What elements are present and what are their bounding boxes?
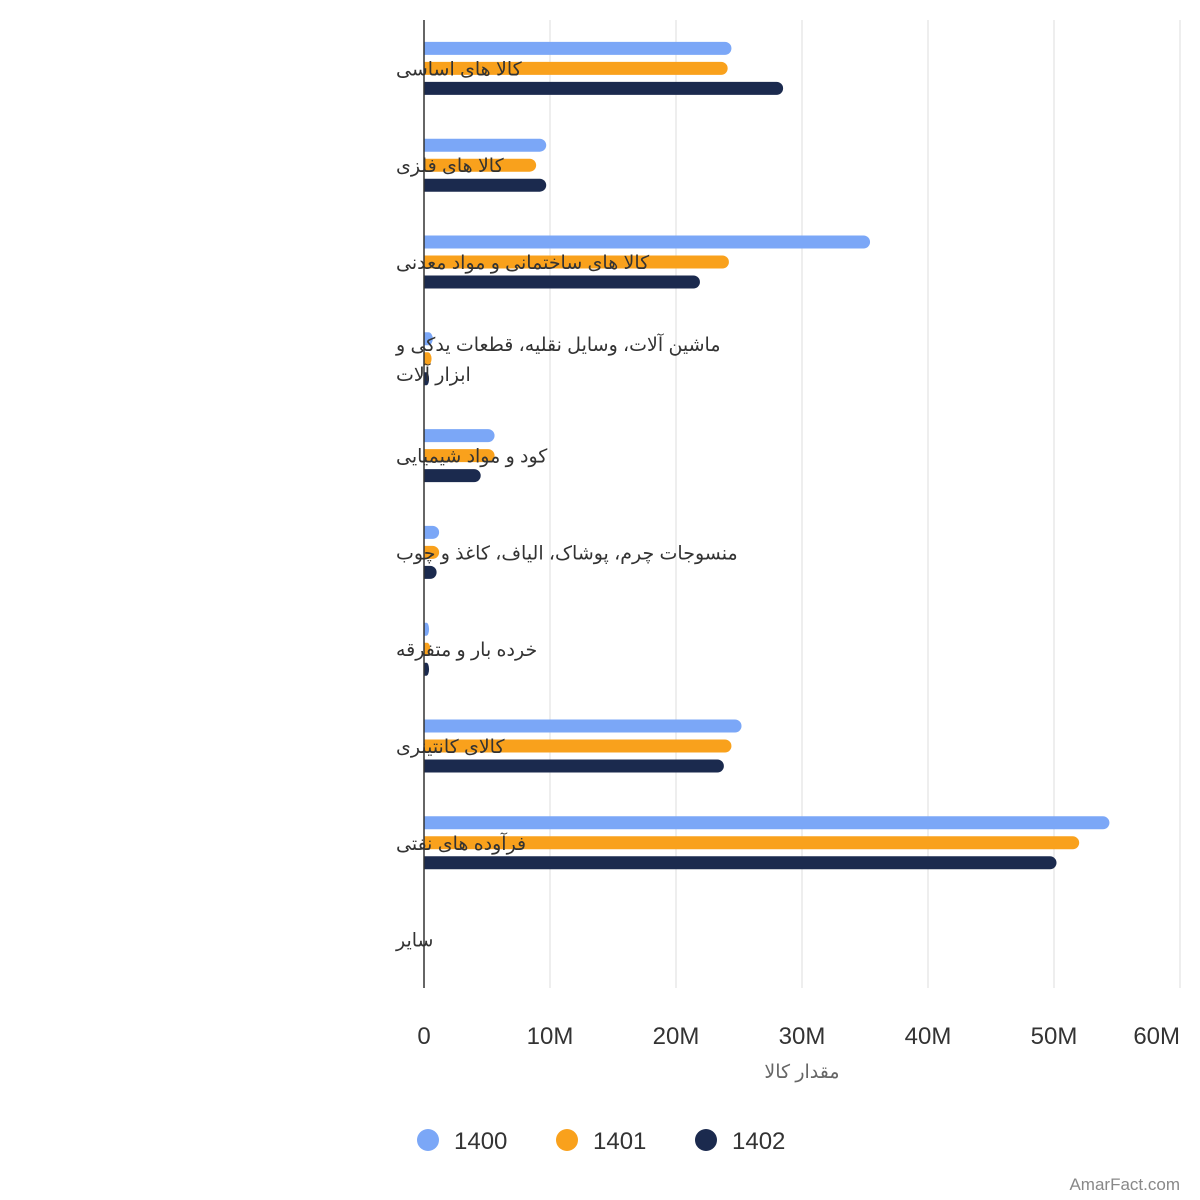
bar-1402-8[interactable]: [424, 856, 1057, 870]
x-tick-labels: 0 10M 20M 30M 40M 50M 60M: [417, 1023, 1180, 1050]
category-label-6: خرده بار و متفرقه: [396, 640, 537, 661]
x-tick-label-4: 40M: [905, 1023, 952, 1050]
bar-1401-4[interactable]: [424, 449, 495, 463]
bars: [424, 41, 1110, 870]
bar-1400-7[interactable]: [424, 719, 742, 733]
x-tick-label-0: 0: [417, 1023, 430, 1050]
bar-1400-0[interactable]: [424, 41, 732, 55]
bar-1402-5[interactable]: [424, 565, 437, 579]
bar-1402-7[interactable]: [424, 759, 724, 773]
legend-swatch-1402: [695, 1129, 717, 1151]
bar-1402-3[interactable]: [424, 372, 430, 386]
category-label-8: فرآوده های نفتی: [396, 831, 526, 855]
category-label-2: کالا های ساختمانی و مواد معدنی: [396, 253, 650, 274]
legend-item-1400[interactable]: 1400: [417, 1128, 507, 1155]
x-tick-label-5: 50M: [1031, 1023, 1078, 1050]
bar-1402-1[interactable]: [424, 178, 547, 192]
bar-1401-0[interactable]: [424, 61, 728, 75]
legend-item-1402[interactable]: 1402: [695, 1128, 785, 1155]
category-label-7: کالای کانتینری: [396, 737, 505, 758]
bar-1401-7[interactable]: [424, 739, 732, 753]
watermark: AmarFact.com: [1069, 1175, 1180, 1194]
bar-1400-3[interactable]: [424, 332, 433, 346]
legend-label-1400: 1400: [454, 1128, 507, 1155]
category-labels: کالا های اساسی کالا های فلزی کالا های ساخت…: [395, 59, 738, 951]
bar-1400-1[interactable]: [424, 138, 547, 152]
x-tick-label-1: 10M: [527, 1023, 574, 1050]
legend: 1400 1401 1402: [417, 1128, 785, 1155]
x-tick-label-2: 20M: [653, 1023, 700, 1050]
legend-label-1402: 1402: [732, 1128, 785, 1155]
category-label-1: کالا های فلزی: [396, 156, 505, 177]
legend-swatch-1401: [556, 1129, 578, 1151]
x-tick-label-6: 60M: [1133, 1023, 1180, 1050]
bar-1400-6[interactable]: [424, 622, 430, 636]
legend-swatch-1400: [417, 1129, 439, 1151]
category-label-9: سایر: [395, 931, 433, 952]
bar-1402-4[interactable]: [424, 469, 481, 483]
legend-label-1401: 1401: [593, 1128, 646, 1155]
category-label-4: کود و مواد شیمیایی: [396, 447, 548, 468]
x-axis-title: مقدار کالا: [764, 1062, 839, 1083]
bar-1401-1[interactable]: [424, 158, 537, 172]
bar-1401-2[interactable]: [424, 255, 729, 269]
legend-item-1401[interactable]: 1401: [556, 1128, 646, 1155]
category-label-5: منسوجات چرم، پوشاک، الیاف، کاغذ و چوب: [396, 543, 738, 564]
bar-1402-0[interactable]: [424, 81, 784, 95]
category-label-3: ماشین آلات، وسایل نقلیه، قطعات یدکی و ابز…: [395, 332, 721, 386]
x-tick-label-3: 30M: [779, 1023, 826, 1050]
bar-1400-4[interactable]: [424, 429, 495, 443]
bar-1401-6[interactable]: [424, 642, 431, 656]
bar-1401-3[interactable]: [424, 352, 432, 366]
bar-1401-8[interactable]: [424, 836, 1080, 850]
bar-1400-5[interactable]: [424, 525, 440, 539]
category-label-0: کالا های اساسی: [396, 59, 523, 80]
bar-1400-8[interactable]: [424, 816, 1110, 830]
bar-1402-2[interactable]: [424, 275, 700, 289]
bar-1401-5[interactable]: [424, 545, 440, 559]
bar-1400-2[interactable]: [424, 235, 871, 249]
bar-1402-6[interactable]: [424, 662, 430, 676]
